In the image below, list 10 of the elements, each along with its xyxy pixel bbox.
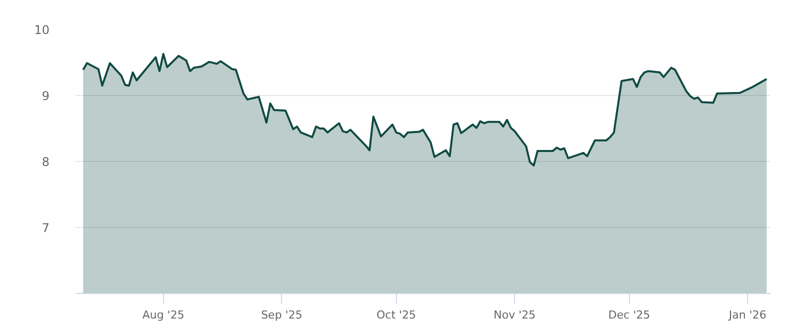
x-tick-label: Aug '25 xyxy=(142,308,184,322)
y-tick-label: 8 xyxy=(42,155,50,169)
x-tick-label: Nov '25 xyxy=(494,308,536,322)
y-tick-label: 9 xyxy=(42,89,50,103)
y-tick-label: 7 xyxy=(42,221,50,235)
y-tick-label: 10 xyxy=(34,23,50,37)
x-tick-label: Sep '25 xyxy=(261,308,302,322)
x-tick-label: Oct '25 xyxy=(376,308,416,322)
x-tick-label: Jan '26 xyxy=(728,308,766,322)
x-tick-label: Dec '25 xyxy=(608,308,650,322)
